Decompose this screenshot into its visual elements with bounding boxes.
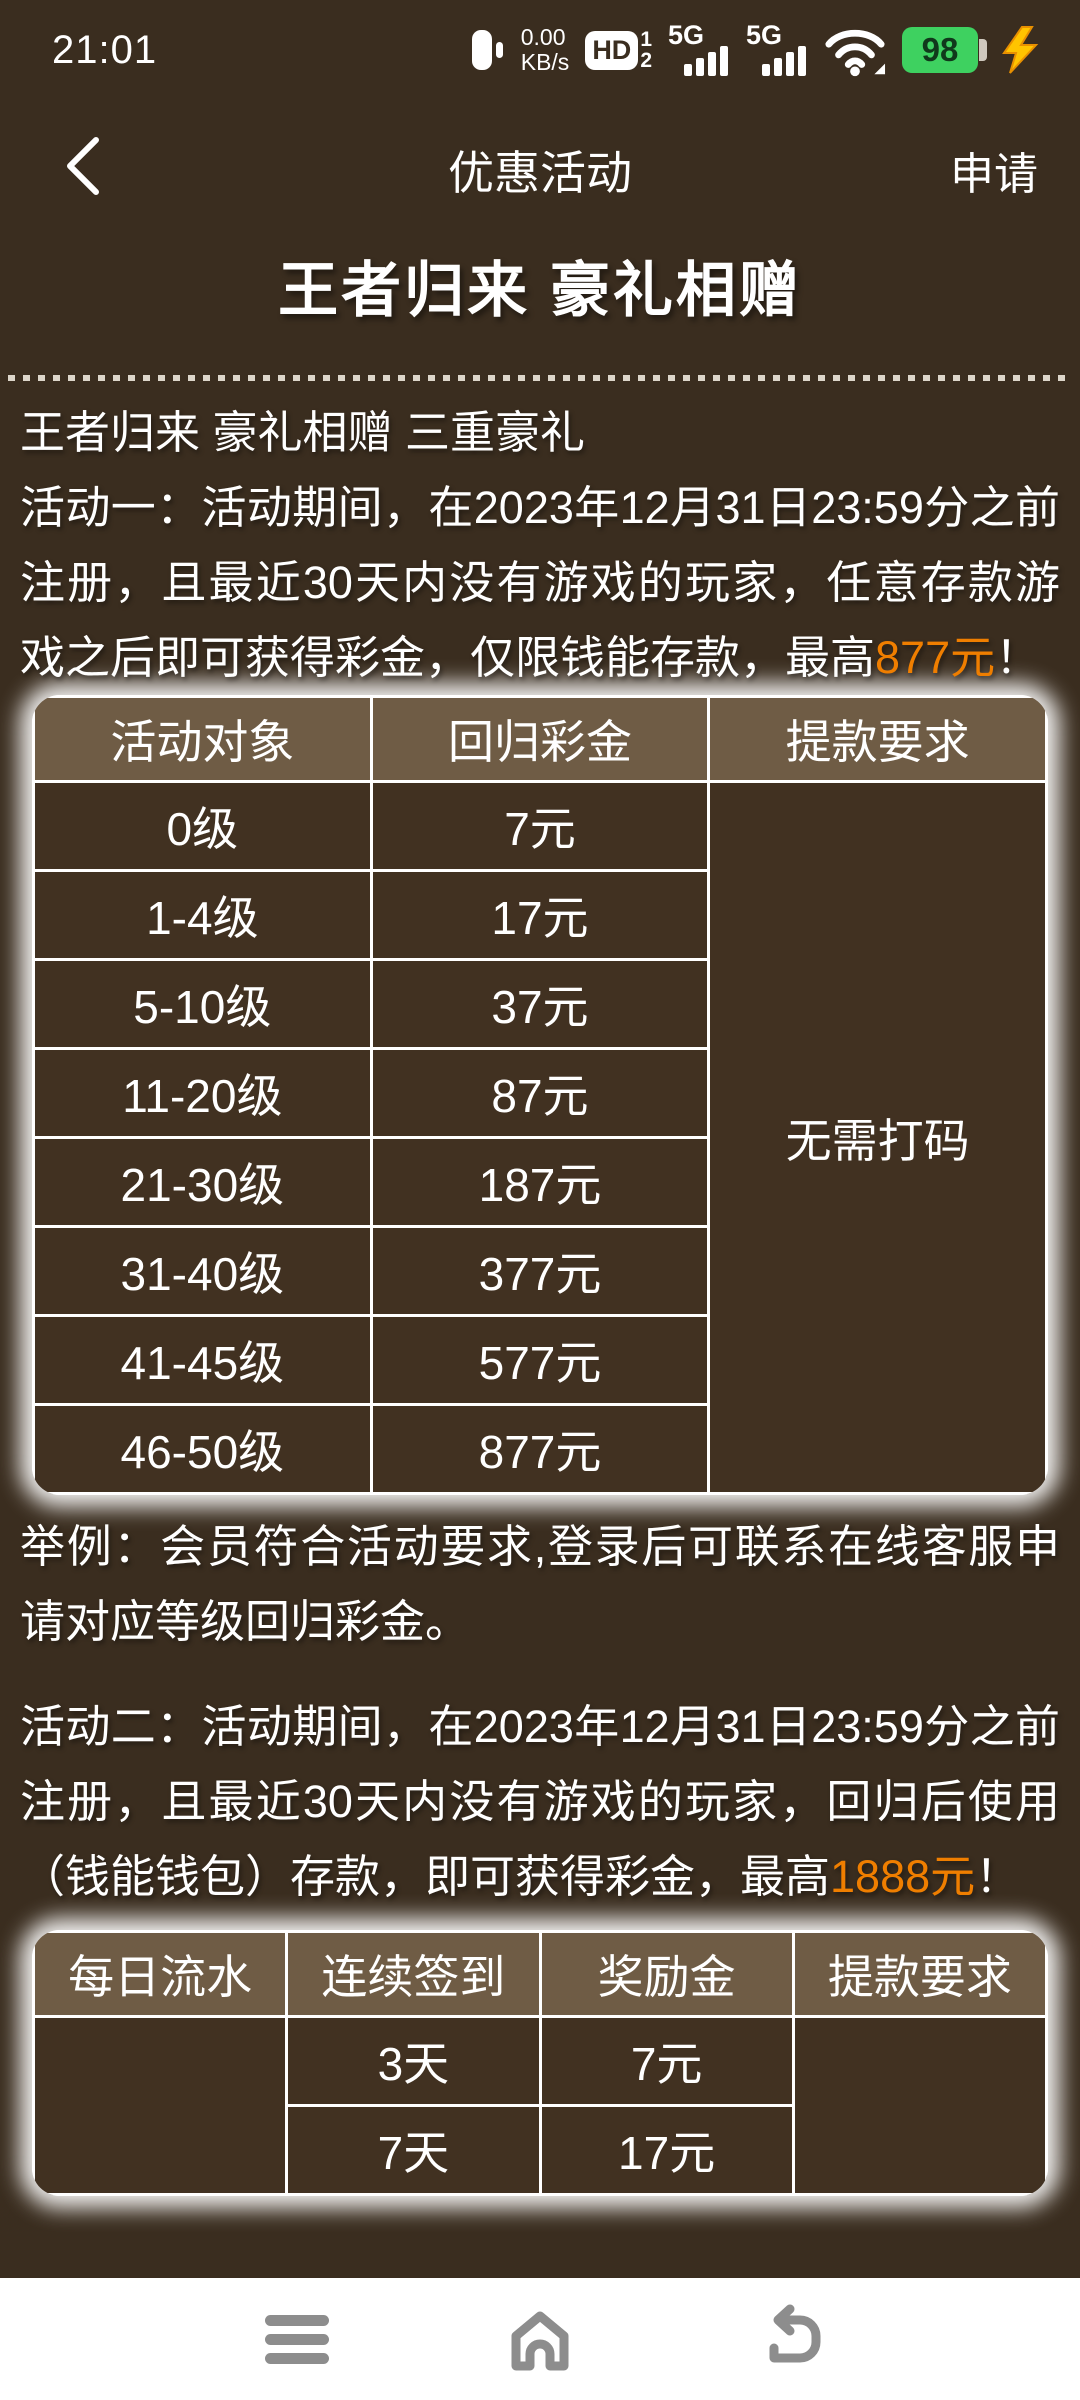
table-header-row: 每日流水 连续签到 奖励金 提款要求	[32, 1930, 1048, 2018]
table-header-row: 活动对象 回归彩金 提款要求	[32, 695, 1048, 783]
signin-reward-table: 每日流水 连续签到 奖励金 提款要求 3天 7元 7天 17元	[32, 1930, 1048, 2196]
apply-button[interactable]: 申请	[950, 150, 1038, 199]
back-icon[interactable]	[748, 2304, 832, 2374]
activity1-paragraph: 活动一：活动期间，在2023年12月31日23:59分之前注册，且最近30天内没…	[20, 470, 1060, 695]
activity2-suffix: ！	[975, 1851, 1021, 1902]
activity1-amount: 877元	[875, 632, 996, 683]
col-header: 活动对象	[32, 695, 373, 783]
days-cell: 3天	[285, 2015, 542, 2107]
activity2-paragraph: 活动二：活动期间，在2023年12月31日23:59分之前注册，且最近30天内没…	[20, 1689, 1060, 1914]
table-row: 31-40级 377元	[32, 1225, 1047, 1317]
network-speed: 0.00 KB/s	[521, 25, 570, 75]
table-row: 21-30级 187元	[32, 1136, 1047, 1228]
level-cell: 31-40级	[32, 1225, 373, 1317]
table-row: 5-10级 37元	[32, 958, 1047, 1050]
status-icon-cluster: 0.00 KB/s HD 1 2 5G 5G	[469, 20, 1040, 78]
bonus-cell: 87元	[369, 1047, 711, 1139]
days-cell: 7天	[285, 2104, 542, 2196]
table-row: 41-45级 577元	[32, 1314, 1047, 1406]
activity1-text: 活动一：活动期间，在2023年12月31日23:59分之前注册，且最近30天内没…	[20, 482, 1060, 683]
signin-reward-table-wrap: 每日流水 连续签到 奖励金 提款要求 3天 7元 7天 17元	[32, 1930, 1048, 2196]
example-paragraph: 举例：会员符合活动要求,登录后可联系在线客服申请对应等级回归彩金。	[20, 1521, 1060, 1647]
back-chevron-icon[interactable]	[58, 134, 110, 198]
network-speed-unit: KB/s	[520, 49, 570, 75]
level-cell: 0级	[32, 780, 373, 872]
battery-percent: 98	[921, 31, 959, 68]
charging-bolt-icon	[1002, 26, 1039, 74]
activity2-amount: 1888元	[830, 1851, 976, 1902]
table-row: 1-4级 17元	[32, 869, 1047, 961]
level-cell: 11-20级	[32, 1047, 373, 1139]
hd-dual-sim-icon: HD 1 2	[585, 29, 652, 71]
bonus-cell: 17元	[369, 869, 711, 961]
bonus-cell: 7元	[369, 780, 711, 872]
bonus-cell: 577元	[369, 1314, 711, 1406]
hd-badge: HD	[585, 30, 639, 70]
activity2-text: 活动二：活动期间，在2023年12月31日23:59分之前注册，且最近30天内没…	[20, 1701, 1060, 1902]
table-row: 0级 7元 无需打码	[32, 780, 1048, 1495]
withdraw-requirement-cell: 无需打码	[707, 780, 1048, 1495]
network-speed-value: 0.00	[520, 24, 566, 50]
reward-cell: 7元	[538, 2015, 795, 2107]
app-nav-bar: 优惠活动 申请	[0, 132, 1080, 208]
home-icon[interactable]	[498, 2304, 582, 2374]
signal-5g-sim1: 5G	[668, 20, 730, 78]
table-row: 7天 17元	[34, 2104, 1047, 2196]
signal-5g-sim2: 5G	[746, 20, 808, 78]
level-cell: 21-30级	[32, 1136, 373, 1228]
battery-indicator: 98	[902, 27, 987, 73]
level-cell: 41-45级	[32, 1314, 373, 1406]
table-row: 46-50级 877元	[32, 1403, 1047, 1495]
status-bar: 21:01 0.00 KB/s HD 1 2 5G 5	[0, 0, 1080, 86]
level-cell: 46-50级	[32, 1403, 373, 1495]
col-header: 每日流水	[32, 1930, 289, 2018]
table-row: 11-20级 87元	[32, 1047, 1047, 1139]
sim2-label: 2	[640, 49, 652, 72]
turnover-cell	[32, 2015, 289, 2196]
table-row: 3天 7元	[32, 2015, 1048, 2196]
clock: 21:01	[52, 27, 158, 72]
bonus-cell: 877元	[369, 1403, 711, 1495]
col-header: 奖励金	[538, 1930, 795, 2018]
page-nav-title: 优惠活动	[448, 147, 632, 199]
bonus-cell: 187元	[369, 1136, 711, 1228]
withdraw-requirement-cell	[791, 2015, 1048, 2196]
return-bonus-table: 活动对象 回归彩金 提款要求 0级 7元 无需打码 1-4级 17元 5-10级 3…	[32, 695, 1048, 1495]
level-cell: 5-10级	[32, 958, 373, 1050]
bonus-cell: 37元	[369, 958, 711, 1050]
col-header: 提款要求	[707, 695, 1048, 783]
wifi-icon	[825, 30, 886, 77]
activity1-suffix: ！	[995, 632, 1041, 683]
dashed-divider	[8, 375, 1072, 381]
col-header: 连续签到	[285, 1930, 542, 2018]
col-header: 回归彩金	[369, 695, 711, 783]
bonus-cell: 377元	[369, 1225, 711, 1317]
promo-intro: 王者归来 豪礼相赠 三重豪礼	[20, 407, 586, 458]
level-cell: 1-4级	[32, 869, 373, 961]
system-nav-bar	[0, 2278, 1080, 2400]
col-header: 提款要求	[791, 1930, 1048, 2018]
reward-cell: 17元	[538, 2104, 795, 2196]
sim1-label: 1	[640, 28, 652, 51]
promo-title: 王者归来 豪礼相赠	[278, 257, 802, 324]
menu-icon[interactable]	[263, 2311, 331, 2367]
vibrate-icon	[471, 30, 503, 70]
return-bonus-table-wrap: 活动对象 回归彩金 提款要求 0级 7元 无需打码 1-4级 17元 5-10级 3…	[32, 695, 1048, 1495]
